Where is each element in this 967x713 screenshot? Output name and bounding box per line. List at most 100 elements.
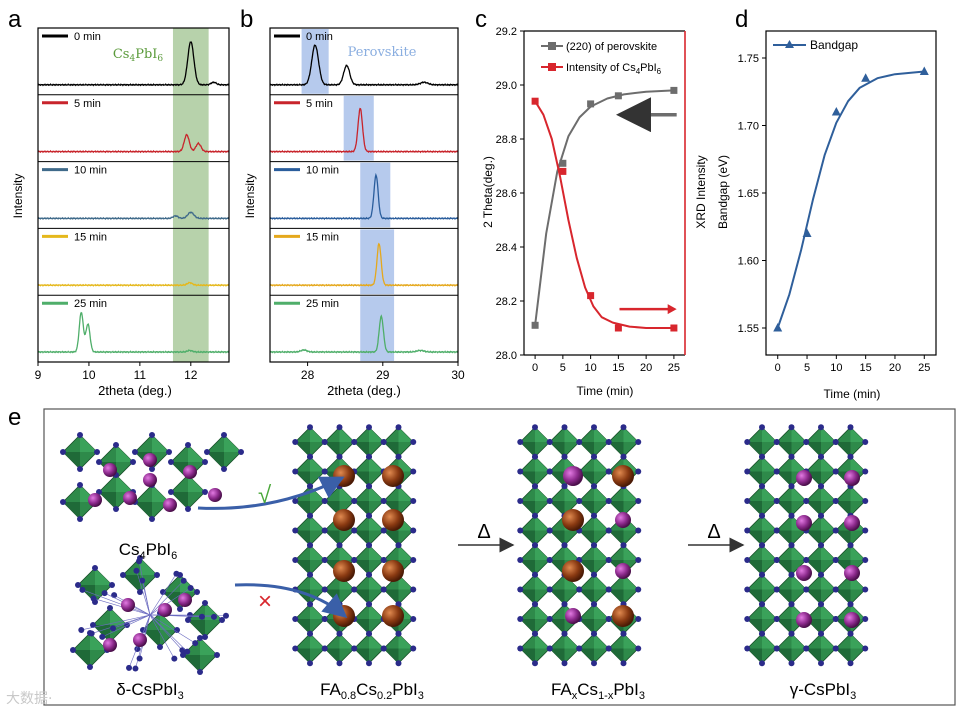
label-fa08-cs02-pbi3: FA0.8Cs0.2PbI3 <box>320 680 424 702</box>
check-mark-icon: √ <box>258 482 272 509</box>
delta-bond-13 <box>149 580 184 616</box>
panel-c-ytick-label-0: 28.0 <box>496 350 517 362</box>
gamma-octahedron-7-3 <box>832 630 869 667</box>
panel-a-xlabel: 2theta (deg.) <box>98 383 172 398</box>
gamma-octahedron-6-2 <box>803 601 839 637</box>
panel-c-ytick-label-2: 28.4 <box>496 242 517 254</box>
fax-octahedron-0-2 <box>576 424 612 460</box>
fa08-octahedron-1-2 <box>351 453 387 490</box>
panel-d-xtick-label-2: 10 <box>830 362 842 374</box>
label-cs4pbi6: Cs4PbI6 <box>119 540 178 562</box>
fax-cation-1 <box>612 465 634 487</box>
delta-iodide-19 <box>133 567 140 574</box>
delta-octahedron-4 <box>140 610 180 650</box>
delta-bond-12 <box>141 580 151 616</box>
panel-b-band-1 <box>343 95 374 161</box>
panel-c-legend-2: Intensity of Cs4PbI6 <box>566 62 662 76</box>
fax-octahedron-6-2 <box>576 601 612 637</box>
panel-a-frame <box>37 27 230 363</box>
fax-octahedron-1-0 <box>517 453 553 490</box>
delta-iodide-24 <box>110 625 117 632</box>
delta-bond-3 <box>81 614 151 631</box>
delta-bond-21 <box>149 614 202 618</box>
cs4pbi6-cs-0 <box>103 463 117 477</box>
panel-c-point-0-4 <box>670 86 678 94</box>
delta-bond-10 <box>91 614 151 634</box>
delta-bond-15 <box>149 614 196 644</box>
panel-c-arrow-right-head <box>667 304 677 315</box>
fa08-cation-4 <box>333 560 355 582</box>
panel-b-xlabel: 2theta (deg.) <box>327 383 401 398</box>
fax-octahedron-2-1 <box>546 483 583 519</box>
panel-c-ylabel: 2 Theta(deg.) <box>481 156 495 228</box>
panel-d-ytick-label-0: 1.55 <box>738 323 759 335</box>
delta-iodide-8 <box>171 655 178 662</box>
delta-iodide-18 <box>90 595 97 602</box>
fa08-octahedron-2-3 <box>380 483 417 519</box>
delta-iodide-1 <box>179 647 186 654</box>
panel-c-ytick-label-6: 29.2 <box>496 26 517 38</box>
panel-c-legend-1: (220) of perovskite <box>566 41 657 53</box>
delta-bond-6 <box>149 587 191 616</box>
watermark: 大数据· <box>6 691 53 707</box>
panel-c-point-1-1 <box>559 167 567 175</box>
fa08-octahedron-7-3 <box>380 630 417 667</box>
panel-d-frame <box>765 30 937 356</box>
panel-b-xtick-label-1: 29 <box>376 368 390 382</box>
fa08-octahedron-6-2 <box>351 601 387 637</box>
fax-octahedron-7-3 <box>605 630 642 667</box>
panel-c-xtick-label-4: 20 <box>640 362 652 374</box>
panel-d-xtick-label-4: 20 <box>889 362 901 374</box>
fax-octahedron-3-0 <box>517 512 553 549</box>
fax-octahedron-0-0 <box>517 424 553 460</box>
panel-a-legend-0: 0 min <box>74 31 101 43</box>
delta-octahedron-1 <box>120 555 160 595</box>
gamma-octahedron-3-0 <box>744 512 780 549</box>
panel-d-ytick-label-1: 1.60 <box>738 256 759 268</box>
cs4pbi6-cs-2 <box>183 465 197 479</box>
panel-c-point-0-0 <box>531 321 539 329</box>
delta-iodide-14 <box>210 613 217 620</box>
delta-bond-17 <box>102 614 151 638</box>
fax-octahedron-3-2 <box>576 512 612 549</box>
fax-cation-7 <box>612 605 634 627</box>
panel-b-trace-1 <box>269 107 459 154</box>
label-delta-cspbi3: δ-CsPbI3 <box>116 680 184 702</box>
panel-c-xlabel: Time (min) <box>577 384 634 398</box>
panel-b-highlight-label: Perovskite <box>348 45 417 60</box>
panel-e-frame <box>43 408 956 706</box>
delta-iodide-15 <box>192 640 199 647</box>
delta-iodide-5 <box>136 558 143 565</box>
panel-a-xtick-label-2: 11 <box>134 368 147 382</box>
fax-cation-6 <box>565 608 581 624</box>
cs4pbi6-octahedron-4 <box>204 432 244 472</box>
panel-d-point-0-2 <box>831 107 841 116</box>
panel-b-band-2 <box>360 162 391 228</box>
gamma-cation-3 <box>844 515 860 531</box>
delta-arrow-1-label: Δ <box>477 521 490 543</box>
panel-d-xtick-label-0: 0 <box>775 362 781 374</box>
delta-iodide-23 <box>126 664 133 671</box>
fa08-octahedron-3-0 <box>292 512 328 549</box>
panel-a-trace-4 <box>37 311 230 354</box>
panel-c-point-0-2 <box>587 100 595 108</box>
delta-iodide-2 <box>132 665 139 672</box>
panel-a-trace-0 <box>37 41 230 87</box>
gamma-cation-0 <box>796 470 812 486</box>
label-gamma-cspbi3: γ-CsPbI3 <box>790 680 857 702</box>
delta-iodide-10 <box>88 630 95 637</box>
panel-c-ytick-label-5: 29.0 <box>496 80 517 92</box>
fax-cation-2 <box>562 509 584 531</box>
delta-bond-11 <box>82 589 151 616</box>
fa08-cation-5 <box>382 560 404 582</box>
panel-c-xtick-label-3: 15 <box>612 362 624 374</box>
delta-bond-19 <box>136 570 151 616</box>
panel-c-ytick-label-1: 28.2 <box>496 296 517 308</box>
panel-a-ylabel: Intensity <box>11 174 25 219</box>
gamma-cation-2 <box>796 515 812 531</box>
panel-letter-a: a <box>8 6 22 33</box>
panel-a-xtick-label-1: 10 <box>82 368 96 382</box>
panel-c-xtick-label-0: 0 <box>532 362 538 374</box>
panel-c-fit-1 <box>534 100 674 329</box>
